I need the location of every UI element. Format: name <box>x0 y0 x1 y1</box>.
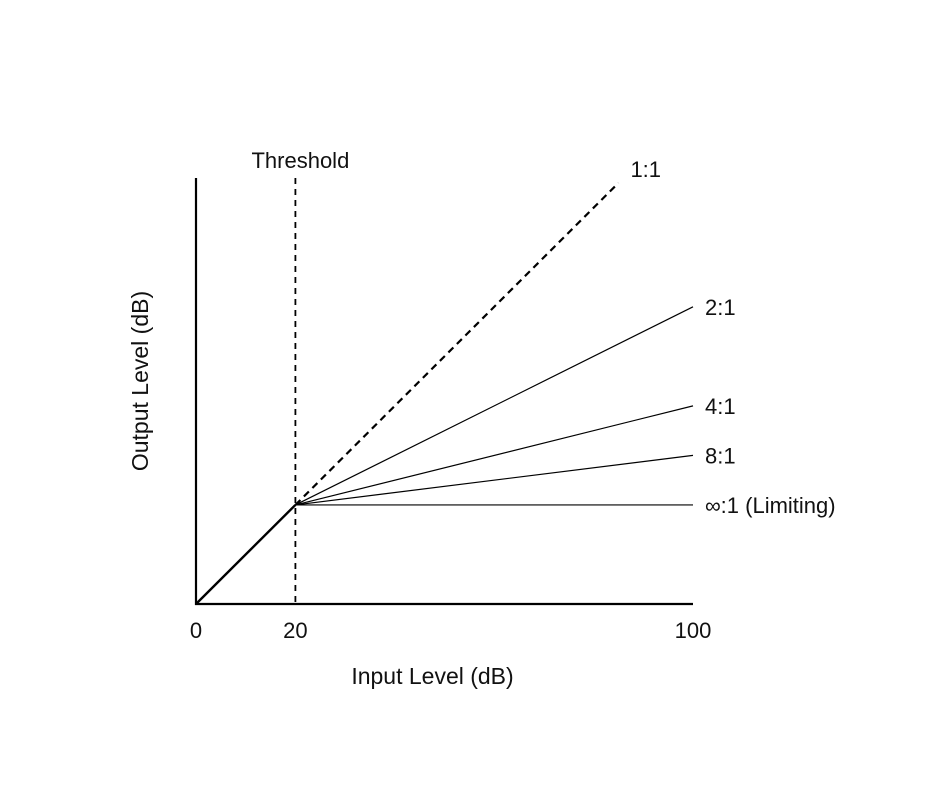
x-axis-label: Input Level (dB) <box>351 663 513 689</box>
series-line-2-1 <box>295 306 694 506</box>
series-label-4-1: 4:1 <box>705 394 736 419</box>
y-axis-label: Output Level (dB) <box>127 291 153 471</box>
transfer-curves <box>195 182 694 605</box>
x-tick-labels: 0 20 100 <box>190 618 711 643</box>
series-label-8-1: 8:1 <box>705 443 736 468</box>
x-tick-label-100: 100 <box>675 618 712 643</box>
series-line-4-1 <box>295 405 694 506</box>
x-tick-label-20: 20 <box>283 618 307 643</box>
series-line-1-1 <box>294 182 620 506</box>
series-line-8-1 <box>295 454 694 506</box>
series-label-2-1: 2:1 <box>705 295 736 320</box>
x-tick-label-0: 0 <box>190 618 202 643</box>
axes <box>194 178 693 606</box>
threshold-marker: Threshold <box>251 148 349 604</box>
series-labels: 1:1 2:1 4:1 8:1 ∞:1 (Limiting) <box>630 157 835 518</box>
series-label-1-limiting: ∞:1 (Limiting) <box>705 493 836 518</box>
unity-line-below-threshold <box>195 504 297 605</box>
threshold-label: Threshold <box>251 148 349 173</box>
series-label-1-1: 1:1 <box>630 157 661 182</box>
